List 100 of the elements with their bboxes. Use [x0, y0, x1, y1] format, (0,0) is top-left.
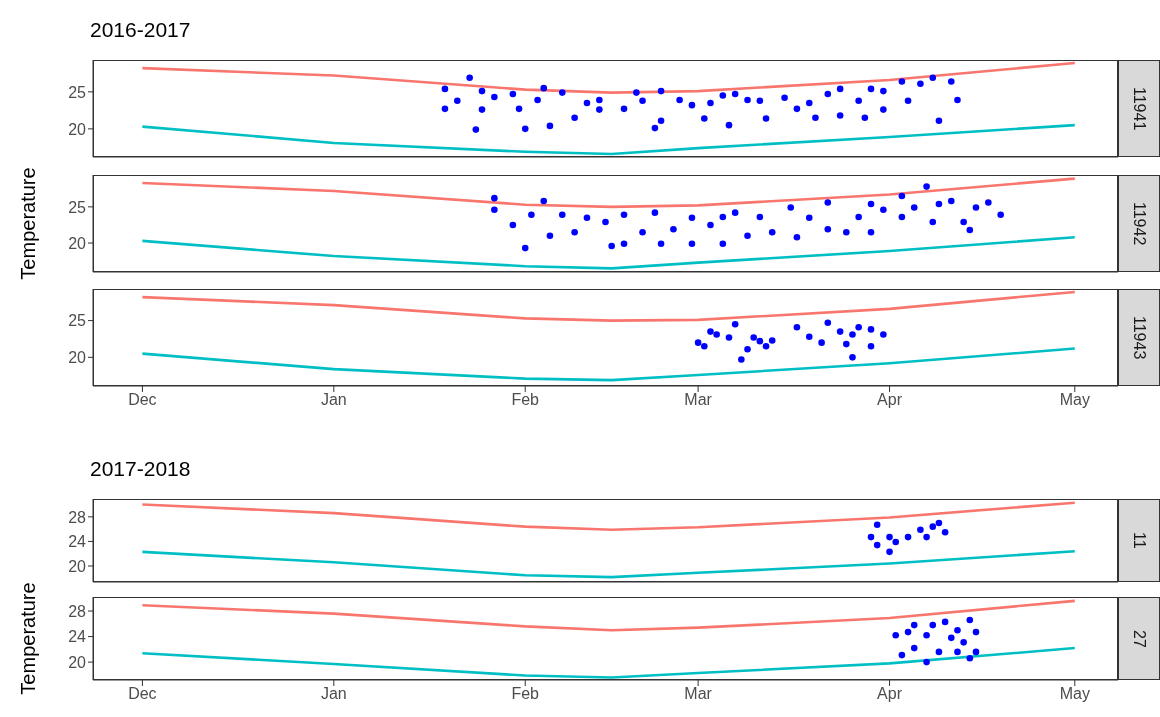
point	[923, 658, 930, 666]
text: 11942	[1130, 201, 1148, 246]
point	[843, 340, 850, 348]
point	[892, 632, 900, 639]
point	[824, 225, 832, 233]
y-tick-label: 24	[68, 628, 87, 646]
point	[972, 628, 980, 636]
point	[620, 240, 628, 248]
point	[713, 331, 720, 338]
point	[793, 323, 801, 331]
point	[898, 78, 906, 85]
point	[608, 242, 615, 250]
point	[818, 339, 825, 346]
point	[812, 114, 819, 122]
point	[880, 206, 887, 214]
line-series	[141, 235, 1077, 270]
point	[873, 541, 881, 549]
point	[521, 244, 529, 252]
line-series	[141, 177, 1077, 209]
text: 11941	[1130, 86, 1148, 131]
point	[923, 183, 930, 190]
point	[546, 122, 554, 130]
point	[960, 639, 967, 646]
point	[491, 194, 498, 202]
point	[478, 87, 486, 95]
point	[762, 115, 770, 122]
point	[620, 105, 628, 113]
line-series	[141, 549, 1077, 579]
point	[540, 84, 548, 92]
point	[781, 94, 788, 102]
point	[929, 74, 937, 82]
point	[639, 97, 646, 105]
line-series	[141, 61, 1077, 94]
point	[768, 337, 776, 344]
point	[768, 228, 776, 236]
point	[725, 334, 733, 341]
line-series	[141, 501, 1077, 532]
point	[867, 343, 875, 350]
point	[910, 644, 918, 652]
point	[707, 328, 714, 335]
point	[731, 320, 739, 328]
point	[707, 99, 714, 107]
point	[651, 124, 659, 132]
point	[892, 538, 900, 546]
point	[478, 106, 486, 113]
point	[521, 125, 529, 133]
point	[540, 197, 548, 205]
point	[719, 92, 727, 99]
point	[836, 85, 844, 93]
point	[596, 106, 603, 113]
point	[441, 85, 449, 93]
point	[849, 331, 856, 338]
point	[824, 90, 832, 98]
point	[719, 213, 727, 221]
point	[873, 521, 881, 529]
y-tick-label: 24	[68, 533, 87, 551]
point	[929, 218, 937, 226]
point	[917, 80, 924, 87]
point	[898, 213, 906, 221]
point	[966, 616, 974, 624]
point	[509, 221, 517, 229]
y-axis-title: Temperature	[16, 165, 40, 282]
point	[657, 87, 665, 95]
point	[466, 74, 473, 82]
point	[657, 117, 665, 125]
x-tick-label: Apr	[877, 685, 903, 703]
point	[571, 228, 578, 236]
point	[947, 634, 955, 642]
point	[904, 97, 912, 105]
point	[701, 115, 708, 122]
text: 11	[1130, 532, 1148, 549]
y-tick-label: 20	[68, 653, 87, 671]
point	[534, 96, 541, 104]
chart-title: 2016-2017	[90, 18, 191, 42]
point	[805, 333, 813, 341]
line-series	[141, 599, 1077, 632]
point	[738, 356, 745, 363]
point	[639, 228, 646, 236]
point	[849, 354, 856, 361]
point	[960, 218, 967, 226]
point	[935, 648, 943, 656]
point	[805, 99, 813, 107]
point	[855, 97, 862, 105]
point	[898, 651, 906, 659]
point	[917, 526, 924, 534]
point	[972, 648, 980, 656]
point	[750, 334, 757, 341]
point	[904, 533, 912, 541]
point	[923, 533, 930, 541]
point	[787, 204, 795, 211]
point	[558, 89, 566, 96]
point	[793, 233, 801, 241]
point	[657, 240, 665, 248]
point	[867, 533, 875, 541]
x-tick-label: Feb	[511, 685, 540, 703]
point	[867, 228, 875, 236]
point	[966, 226, 974, 234]
point	[558, 211, 566, 219]
y-tick-label: 20	[68, 349, 87, 367]
y-tick-label: 20	[68, 120, 87, 138]
